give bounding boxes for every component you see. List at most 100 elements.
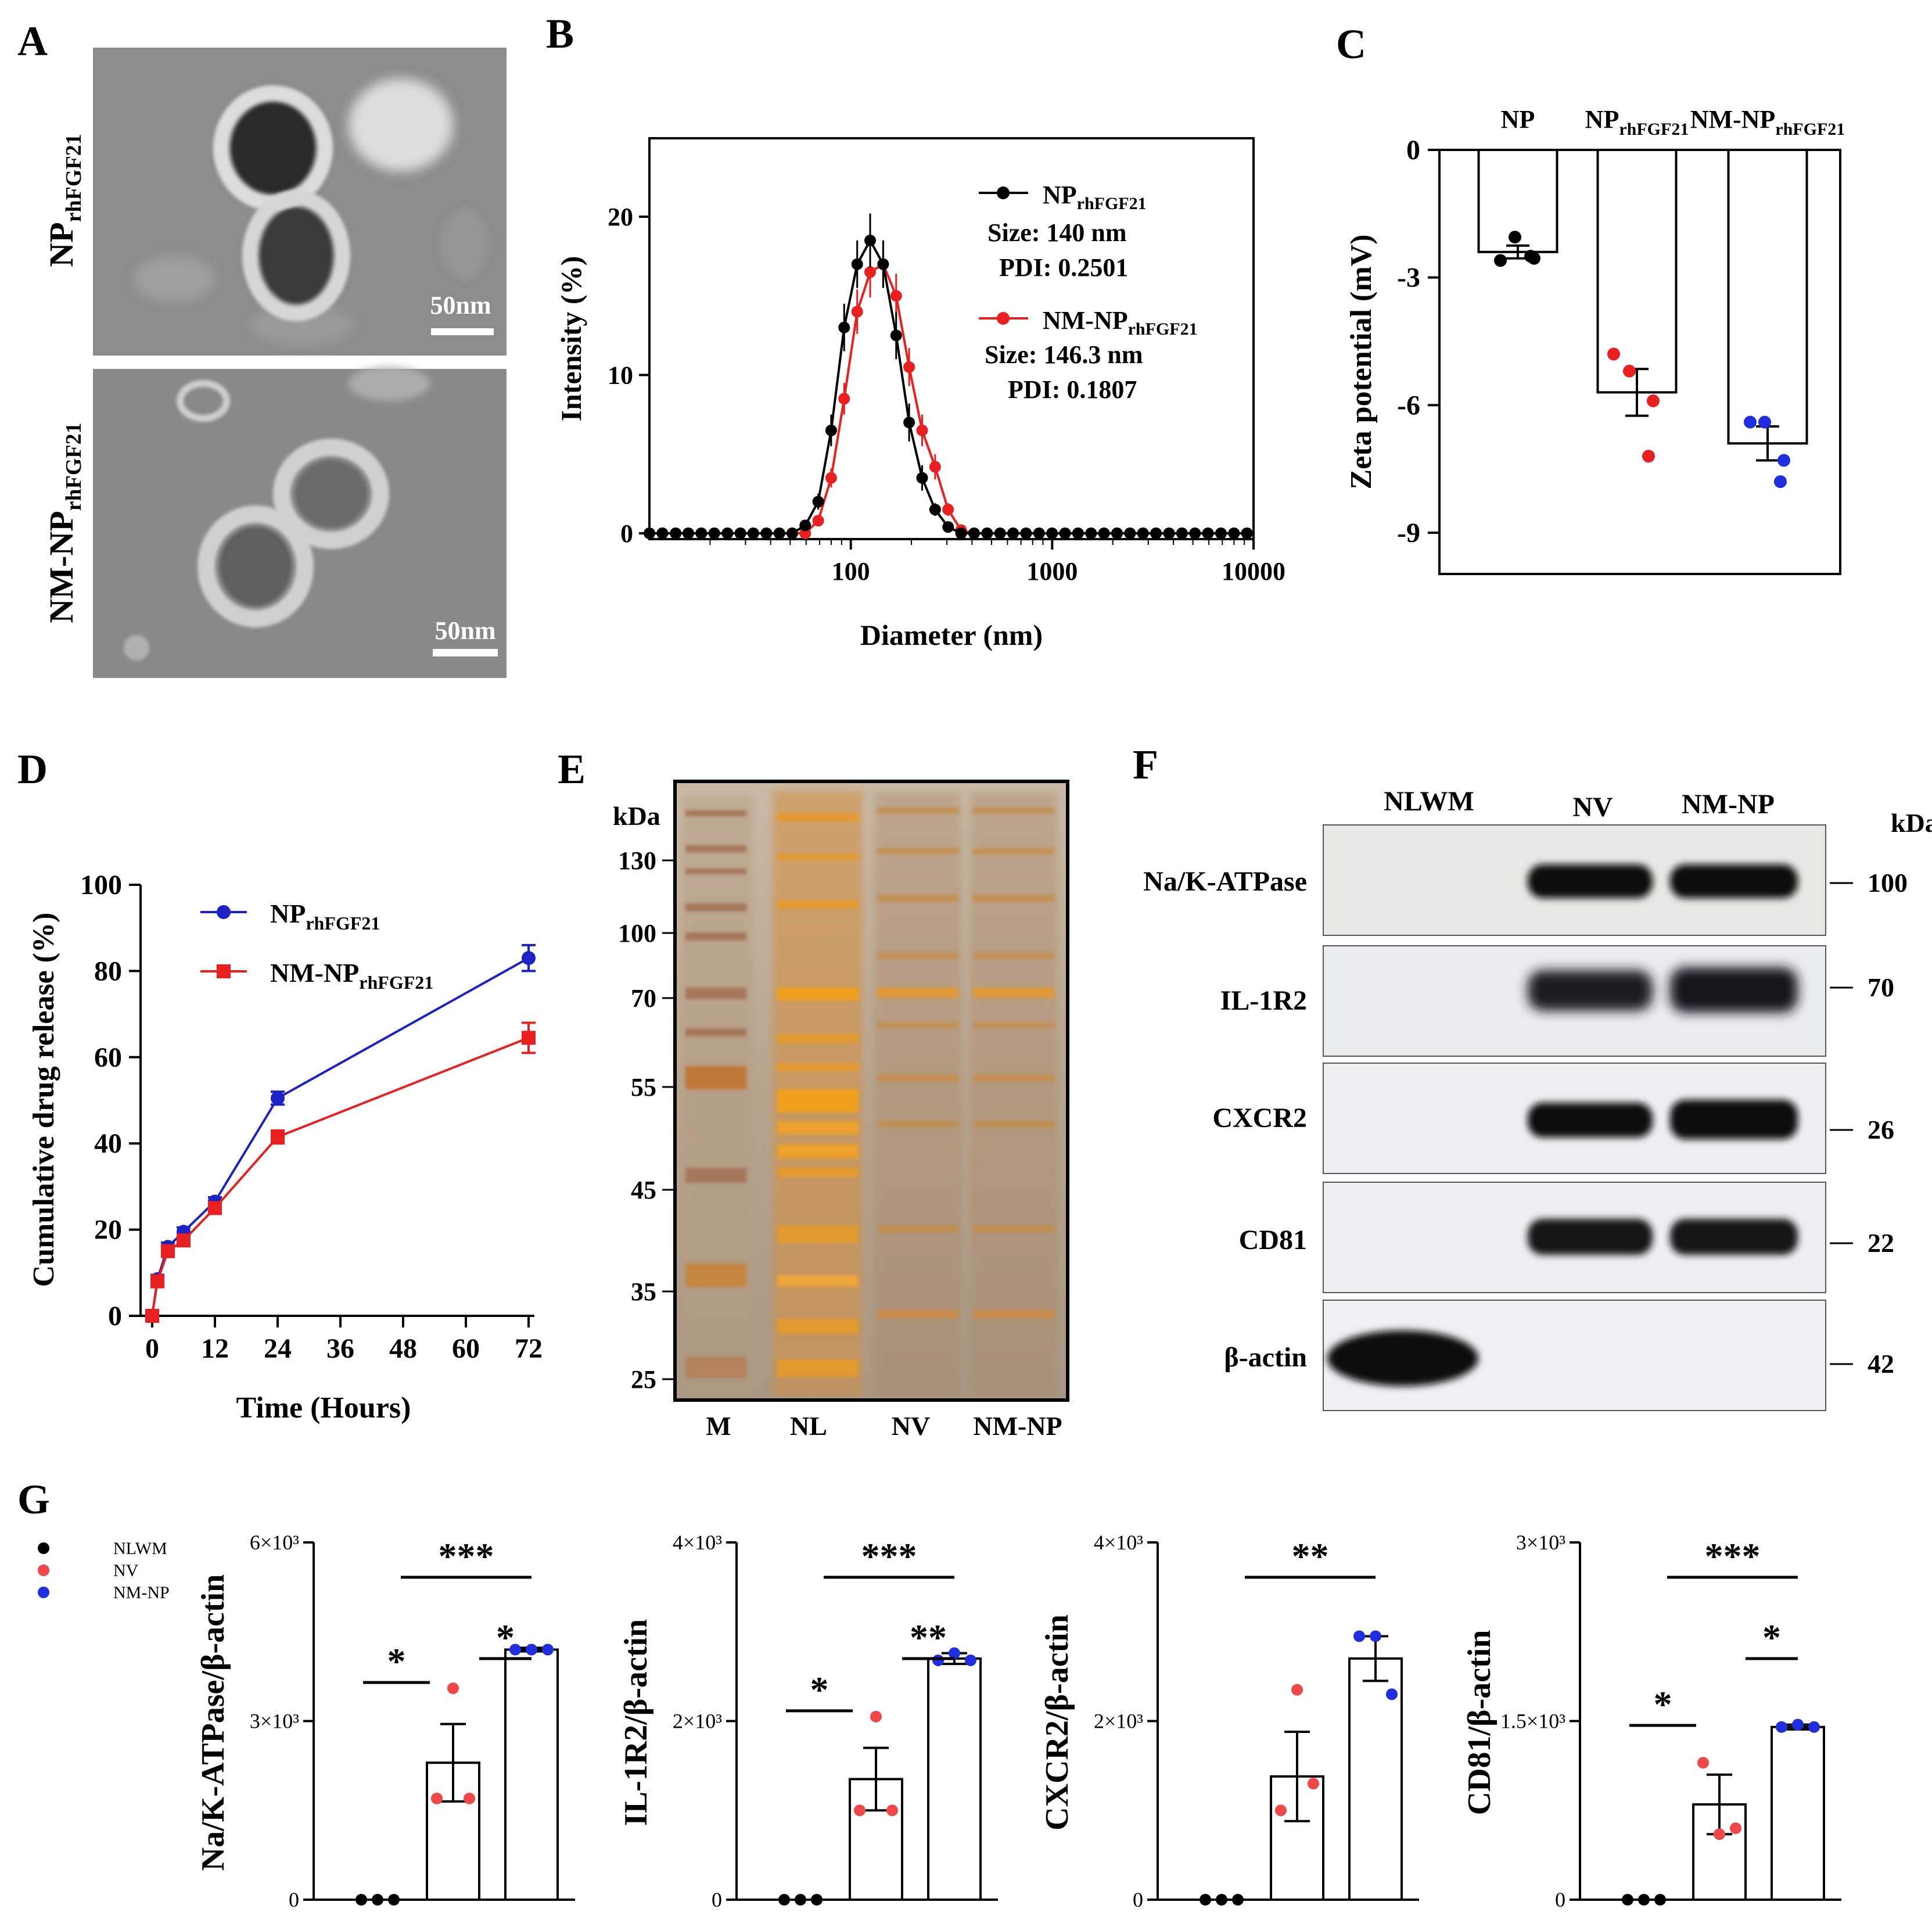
data-point	[903, 417, 915, 429]
group-label-c-nmnp: NM-NPrhFGF21	[1690, 105, 1845, 139]
panel-letter-f: F	[1133, 741, 1158, 788]
data-point	[965, 1654, 976, 1666]
x-tick-label-b: 10000	[1222, 557, 1285, 586]
data-point	[864, 266, 877, 278]
axis-label-y-g: CXCR2/β-actin	[1039, 1614, 1075, 1831]
data-point	[1730, 1822, 1741, 1834]
legend-nm-pdi: PDI: 0.1807	[1008, 375, 1137, 404]
data-point	[708, 527, 720, 539]
gel-lane-label-nv: NV	[892, 1411, 930, 1441]
axis-label-y-g: Na/K-ATPase/β-actin	[195, 1574, 231, 1871]
data-point	[1200, 1894, 1211, 1906]
tem-label-bottom: NM-NPrhFGF21	[42, 422, 86, 623]
legend-np-b: NPrhFGF21	[1043, 181, 1147, 213]
data-point	[522, 951, 536, 966]
y-tick-label-c: -6	[1397, 390, 1420, 421]
gel-marker-35: 35	[631, 1278, 656, 1306]
gel-lane-label-nmnp: NM-NP	[973, 1411, 1062, 1441]
wb-kda-22: 22	[1868, 1228, 1894, 1258]
y-tick-label-d: 40	[94, 1128, 122, 1159]
data-point	[1642, 450, 1655, 463]
data-point	[734, 527, 746, 539]
gel-lane-label-m: M	[706, 1411, 731, 1441]
data-point	[1111, 527, 1123, 539]
x-tick-label-d: 12	[201, 1333, 229, 1364]
legend-nm-d: NM-NPrhFGF21	[270, 958, 433, 993]
gel-lane-m	[683, 796, 752, 1394]
tem-label-top: NPrhFGF21	[42, 134, 86, 267]
data-point	[1228, 527, 1240, 539]
panel-f: NLWM NV NM-NP kDa	[1143, 786, 1932, 1411]
data-point	[994, 527, 1006, 539]
data-point	[916, 424, 928, 436]
data-point	[1654, 1894, 1666, 1906]
wb-lane-label-nlwm: NLWM	[1384, 786, 1474, 817]
y-tick-label-c: -3	[1397, 263, 1420, 293]
sig-label-long: ***	[861, 1535, 917, 1577]
data-point	[903, 361, 915, 373]
y-tick-label-g: 2×10³	[1094, 1710, 1143, 1733]
y-tick-label-g: 6×10³	[250, 1531, 299, 1554]
data-point	[1697, 1757, 1709, 1769]
gel-marker-130: 130	[618, 846, 656, 875]
wb-lane-label-nmnp: NM-NP	[1682, 789, 1775, 820]
data-point	[145, 1309, 159, 1323]
data-point	[208, 1201, 222, 1215]
data-point	[1241, 527, 1253, 539]
scale-bar-label-bottom: 50nm	[434, 616, 495, 645]
data-point	[644, 527, 655, 539]
data-point	[1776, 1721, 1787, 1733]
data-point	[838, 321, 850, 333]
axis-label-y-g: CD81/β-actin	[1461, 1630, 1498, 1815]
x-tick-label-b: 100	[832, 557, 870, 586]
panel-letter-c: C	[1336, 21, 1366, 67]
axis-label-y-g: IL-1R2/β-actin	[618, 1619, 654, 1826]
y-tick-label-g: 0	[1133, 1888, 1143, 1911]
x-tick-label-d: 60	[452, 1333, 480, 1364]
data-point	[161, 1244, 175, 1258]
panel-a: 50nm 50nm NPrhFGF21 NM-NPrhFGF21	[42, 48, 507, 678]
gel-marker-55: 55	[631, 1073, 656, 1101]
data-point	[271, 1130, 285, 1144]
data-point	[795, 1894, 806, 1906]
data-point	[542, 1643, 554, 1656]
panel-b: 0 10 20 100 1000 10000 Intensity (%) Diameter…	[555, 137, 1285, 651]
bar-NM-NP	[927, 1657, 982, 1901]
data-point	[1189, 527, 1201, 539]
data-point	[1370, 1630, 1381, 1642]
x-tick-label-d: 0	[145, 1333, 159, 1364]
data-point	[778, 1894, 790, 1906]
y-tick-label-g: 4×10³	[673, 1531, 722, 1554]
data-point	[929, 504, 941, 516]
data-point	[811, 1894, 823, 1906]
series-line-NM-NPrhFGF21	[649, 262, 1247, 534]
wb-protein-label-cd81: CD81	[1239, 1225, 1307, 1255]
data-point	[447, 1682, 459, 1695]
data-point	[1098, 527, 1110, 539]
sig-label-low: *	[387, 1641, 406, 1682]
legend-g-dot-nmnp	[38, 1587, 49, 1598]
data-point	[981, 527, 993, 539]
data-point	[1085, 527, 1097, 539]
data-point	[1509, 231, 1521, 244]
y-tick-label-d: 100	[80, 870, 122, 900]
data-point	[890, 329, 902, 342]
wb-kda-70: 70	[1868, 973, 1894, 1002]
data-point	[942, 504, 954, 516]
data-point	[760, 527, 773, 539]
data-point	[682, 527, 694, 539]
data-point	[825, 424, 837, 436]
y-tick-label-g: 0	[712, 1888, 722, 1911]
data-point	[1622, 1894, 1633, 1906]
data-point	[955, 527, 967, 539]
data-point	[1744, 415, 1757, 429]
data-point	[1163, 527, 1175, 539]
data-point	[1308, 1778, 1319, 1790]
sig-label-high: *	[496, 1617, 515, 1658]
data-point	[522, 1031, 536, 1045]
data-point	[1137, 527, 1149, 539]
legend-g-nmnp: NM-NP	[113, 1583, 170, 1602]
y-tick-label-d: 60	[94, 1042, 122, 1073]
